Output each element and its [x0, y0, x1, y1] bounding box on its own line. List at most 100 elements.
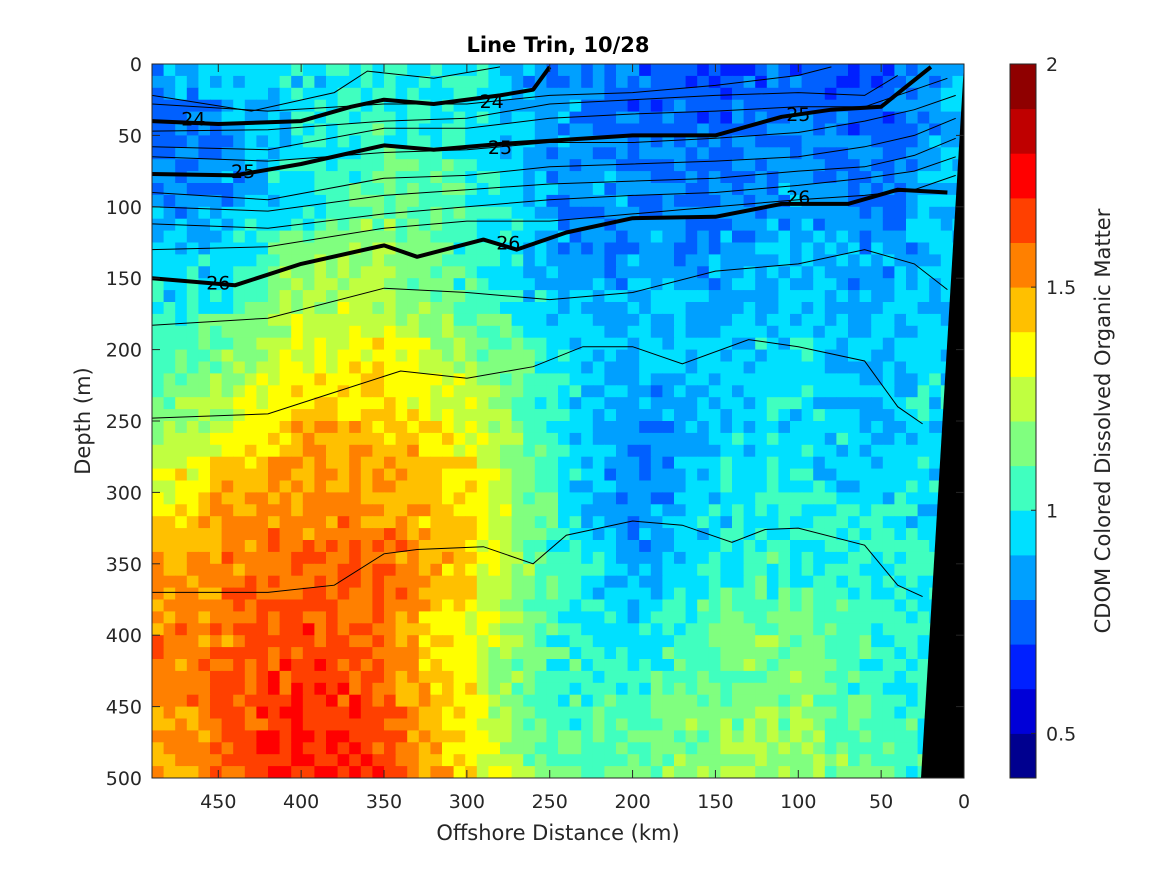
- field-cell: [326, 159, 339, 172]
- field-cell: [708, 361, 721, 374]
- field-cell: [906, 635, 919, 648]
- field-cell: [813, 492, 826, 505]
- field-cell: [453, 659, 466, 672]
- field-cell: [882, 290, 895, 303]
- field-cell: [418, 194, 431, 208]
- field-cell: [859, 87, 872, 101]
- field-cell: [163, 64, 176, 77]
- field-cell: [859, 266, 872, 279]
- field-cell: [662, 409, 675, 422]
- field-cell: [650, 480, 663, 493]
- field-cell: [940, 242, 953, 255]
- field-cell: [244, 302, 257, 315]
- field-cell: [650, 444, 663, 458]
- field-cell: [755, 504, 768, 517]
- isopycnal-thin: [152, 66, 501, 112]
- field-cell: [163, 456, 176, 470]
- field-cell: [500, 230, 513, 244]
- field-cell: [500, 159, 513, 172]
- field-cell: [650, 242, 663, 255]
- field-cell: [720, 492, 733, 505]
- field-cell: [581, 730, 594, 743]
- field-cell: [546, 516, 559, 529]
- field-cell: [824, 421, 837, 434]
- field-cell: [720, 540, 733, 553]
- field-cell: [917, 278, 930, 291]
- field-cell: [326, 337, 339, 351]
- field-cell: [917, 421, 930, 434]
- field-cell: [430, 444, 443, 458]
- field-cell: [279, 313, 292, 327]
- field-cell: [534, 266, 547, 279]
- field-cell: [268, 504, 281, 517]
- field-cell: [790, 325, 803, 339]
- field-cell: [894, 349, 907, 363]
- field-cell: [558, 385, 571, 398]
- field-cell: [337, 325, 350, 339]
- field-cell: [152, 290, 165, 303]
- field-cell: [372, 480, 385, 493]
- field-cell: [314, 611, 327, 624]
- field-cell: [848, 313, 861, 327]
- field-cell: [523, 563, 536, 577]
- field-cell: [720, 659, 733, 672]
- field-cell: [592, 266, 605, 279]
- field-cell: [848, 135, 861, 148]
- field-cell: [639, 706, 652, 720]
- field-cell: [592, 230, 605, 244]
- field-cell: [917, 444, 930, 458]
- field-cell: [732, 266, 745, 279]
- field-cell: [279, 706, 292, 720]
- field-cell: [650, 730, 663, 743]
- field-cell: [511, 623, 524, 636]
- field-cell: [801, 480, 814, 493]
- field-cell: [407, 349, 420, 363]
- field-cell: [488, 373, 501, 386]
- field-cell: [291, 361, 304, 374]
- field-cell: [790, 75, 803, 89]
- field-cell: [256, 75, 269, 89]
- field-cell: [523, 670, 536, 684]
- field-cell: [848, 147, 861, 160]
- field-cell: [198, 302, 211, 315]
- field-cell: [929, 456, 942, 470]
- field-cell: [442, 623, 455, 636]
- field-cell: [650, 159, 663, 172]
- field-cell: [326, 361, 339, 374]
- field-cell: [906, 754, 919, 767]
- field-cell: [569, 147, 582, 160]
- isopycnal-25: [152, 65, 933, 178]
- field-cell: [604, 432, 617, 446]
- field-cell: [210, 218, 223, 232]
- field-cell: [848, 290, 861, 303]
- field-cell: [163, 206, 176, 220]
- isopycnal-thin: [152, 74, 898, 132]
- field-cell: [500, 540, 513, 553]
- field-cell: [372, 492, 385, 505]
- field-cell: [337, 206, 350, 220]
- field-cell: [511, 183, 524, 196]
- field-cell: [418, 540, 431, 553]
- field-cell: [314, 528, 327, 541]
- field-cell: [430, 313, 443, 327]
- field-cell: [871, 468, 884, 482]
- field-cell: [616, 349, 629, 363]
- field-cell: [848, 397, 861, 410]
- field-cell: [592, 278, 605, 291]
- field-cell: [940, 64, 953, 77]
- field-cell: [790, 706, 803, 720]
- field-cell: [326, 540, 339, 553]
- field-cell: [674, 361, 687, 374]
- field-cell: [778, 718, 791, 731]
- field-cell: [755, 754, 768, 767]
- field-cell: [917, 87, 930, 101]
- field-cell: [662, 361, 675, 374]
- field-cell: [894, 706, 907, 720]
- field-cell: [476, 730, 489, 743]
- field-cell: [523, 171, 536, 184]
- field-cell: [210, 123, 223, 136]
- field-cell: [616, 563, 629, 577]
- field-cell: [569, 230, 582, 244]
- field-cell: [523, 599, 536, 612]
- field-cell: [326, 218, 339, 232]
